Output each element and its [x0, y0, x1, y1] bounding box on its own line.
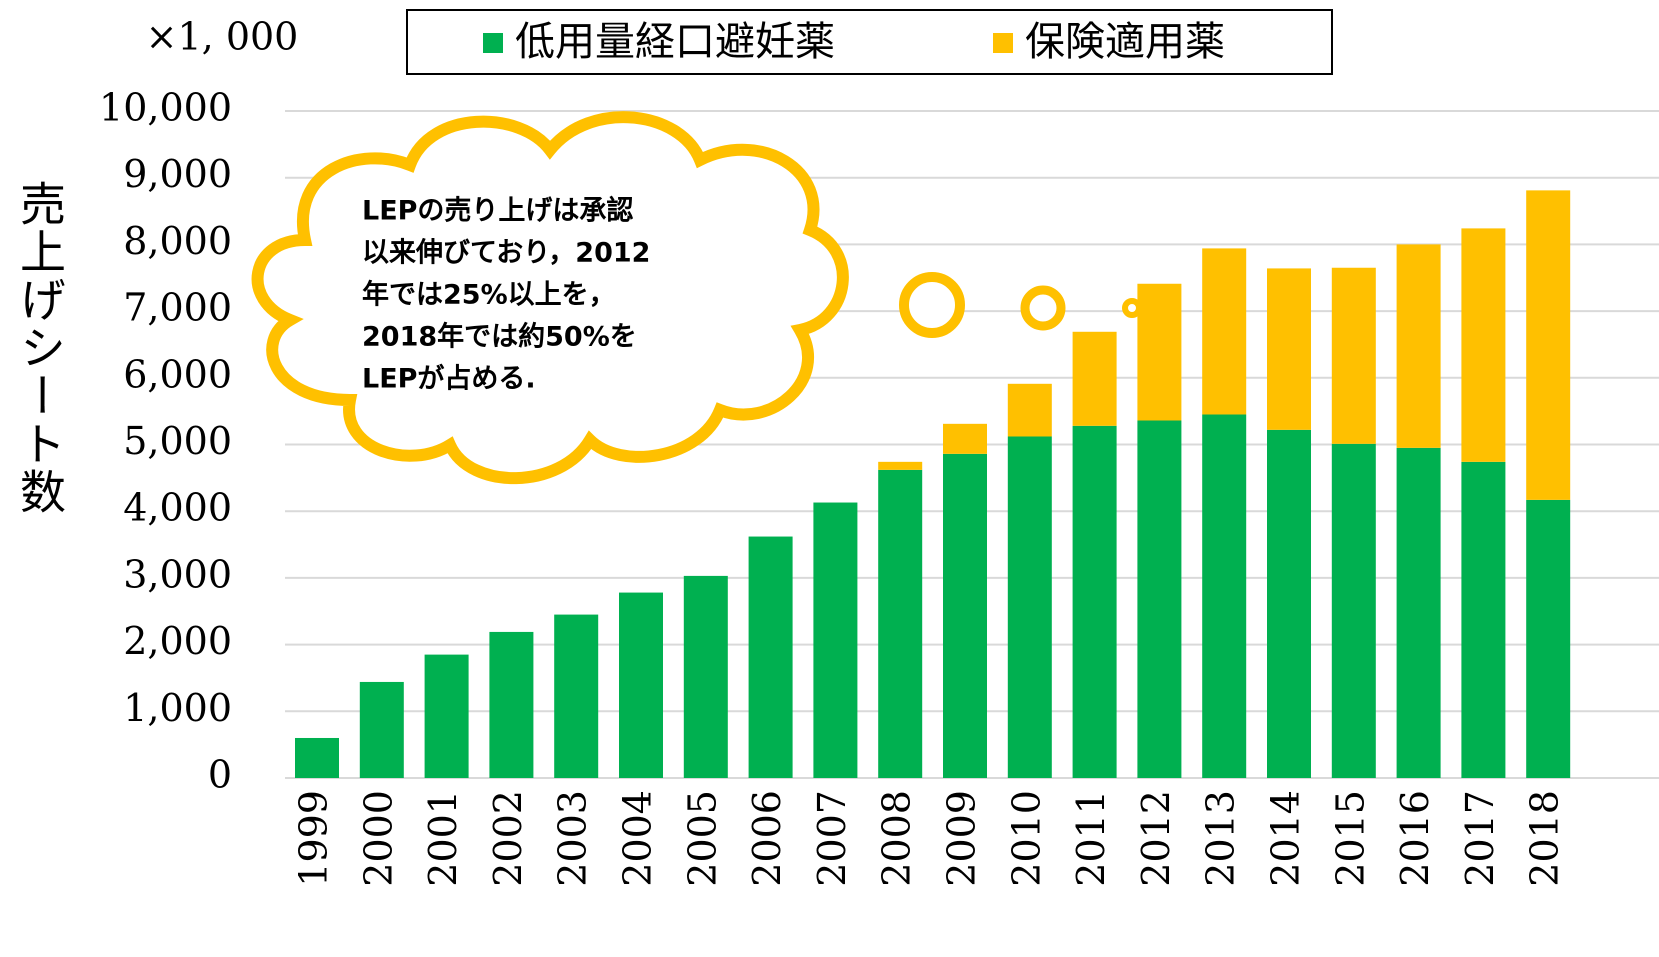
thought-dot [1125, 301, 1139, 315]
x-tick-label: 2016 [1393, 790, 1437, 887]
y-tick-label: 7,000 [123, 286, 232, 330]
x-tick-label: 2005 [680, 790, 724, 887]
bar-segment [1397, 448, 1441, 778]
bar-segment [878, 462, 922, 470]
bar-segment [749, 537, 793, 778]
bar-segment [1008, 436, 1052, 778]
bar-segment [1332, 444, 1376, 778]
legend-label: 保険適用薬 [1025, 19, 1225, 65]
y-tick-label: 6,000 [123, 352, 232, 396]
y-tick-label: 3,000 [123, 552, 232, 596]
bar-segment [489, 632, 533, 778]
y-tick-label: 8,000 [123, 219, 232, 263]
y-tick-label: 5,000 [123, 419, 232, 463]
bar-segment [360, 682, 404, 778]
bar-segment [1332, 268, 1376, 444]
x-tick-label: 2014 [1264, 790, 1308, 887]
y-tick-label: 0 [208, 753, 232, 797]
x-tick-label: 2013 [1199, 790, 1243, 887]
legend-label: 低用量経口避妊薬 [515, 19, 835, 65]
x-tick-label: 2015 [1328, 790, 1372, 887]
x-tick-label: 2009 [940, 790, 984, 887]
x-tick-label: 2003 [551, 790, 595, 887]
x-tick-label: 2017 [1458, 790, 1502, 887]
legend-swatch [483, 33, 503, 53]
bar-segment [554, 615, 598, 778]
annotation-line: 年では25%以上を， [362, 279, 616, 311]
y-axis-label: 売上げシート数 [13, 180, 67, 516]
x-tick-label: 2007 [810, 790, 854, 887]
bar-segment [1267, 268, 1311, 429]
y-tick-label: 10,000 [99, 86, 232, 130]
bar-segment [1073, 332, 1117, 426]
bar-segment [1267, 430, 1311, 778]
x-tick-label: 2011 [1069, 790, 1113, 887]
bar-segment [1526, 500, 1570, 778]
y-tick-label: 1,000 [123, 686, 232, 730]
bar-segment [1137, 420, 1181, 778]
y-tick-label: 9,000 [123, 152, 232, 196]
x-tick-label: 2018 [1523, 790, 1567, 887]
bar-segment [619, 593, 663, 778]
bar-segment [1526, 190, 1570, 499]
x-tick-label: 1999 [292, 790, 336, 887]
bar-segment [878, 470, 922, 778]
bar-segment [813, 503, 857, 778]
bar-segment [1073, 426, 1117, 778]
annotation-line: 以来伸びており，2012 [362, 238, 650, 269]
x-tick-label: 2000 [356, 790, 400, 887]
bar-segment [1008, 384, 1052, 437]
y-tick-label: 2,000 [123, 619, 232, 663]
unit-label: ×1, 000 [146, 15, 299, 59]
annotation-line: 2018年では約50%を [362, 321, 637, 353]
thought-dot [904, 277, 960, 333]
bar-segment [684, 576, 728, 778]
bar-segment [295, 738, 339, 778]
y-tick-label: 4,000 [123, 486, 232, 530]
bar-segment [1397, 244, 1441, 447]
bar-segment [1461, 462, 1505, 778]
bar-segment [1202, 414, 1246, 778]
x-tick-label: 2008 [875, 790, 919, 887]
bar-segment [1202, 248, 1246, 414]
bar-segment [425, 655, 469, 778]
annotation-line: LEPが占める. [362, 363, 536, 395]
bar-segment [1461, 228, 1505, 461]
bar-segment [943, 424, 987, 454]
x-tick-label: 2004 [616, 790, 660, 887]
thought-dot [1025, 290, 1061, 326]
legend-swatch [993, 33, 1013, 53]
bar-segment [943, 454, 987, 778]
bar-segment [1137, 284, 1181, 421]
x-tick-label: 2001 [421, 790, 465, 887]
page: {"chart_data": {"type": "bar", "stacked"… [0, 0, 1659, 957]
x-tick-label: 2012 [1134, 790, 1178, 887]
chart: ×1, 000 売上げシート数 LEPの売り上げは承認以来伸びており，2012 年… [0, 0, 1659, 957]
x-tick-label: 2006 [745, 790, 789, 887]
x-tick-label: 2002 [486, 790, 530, 887]
annotation-line: LEPの売り上げは承認 [362, 195, 633, 227]
x-tick-label: 2010 [1004, 790, 1048, 887]
